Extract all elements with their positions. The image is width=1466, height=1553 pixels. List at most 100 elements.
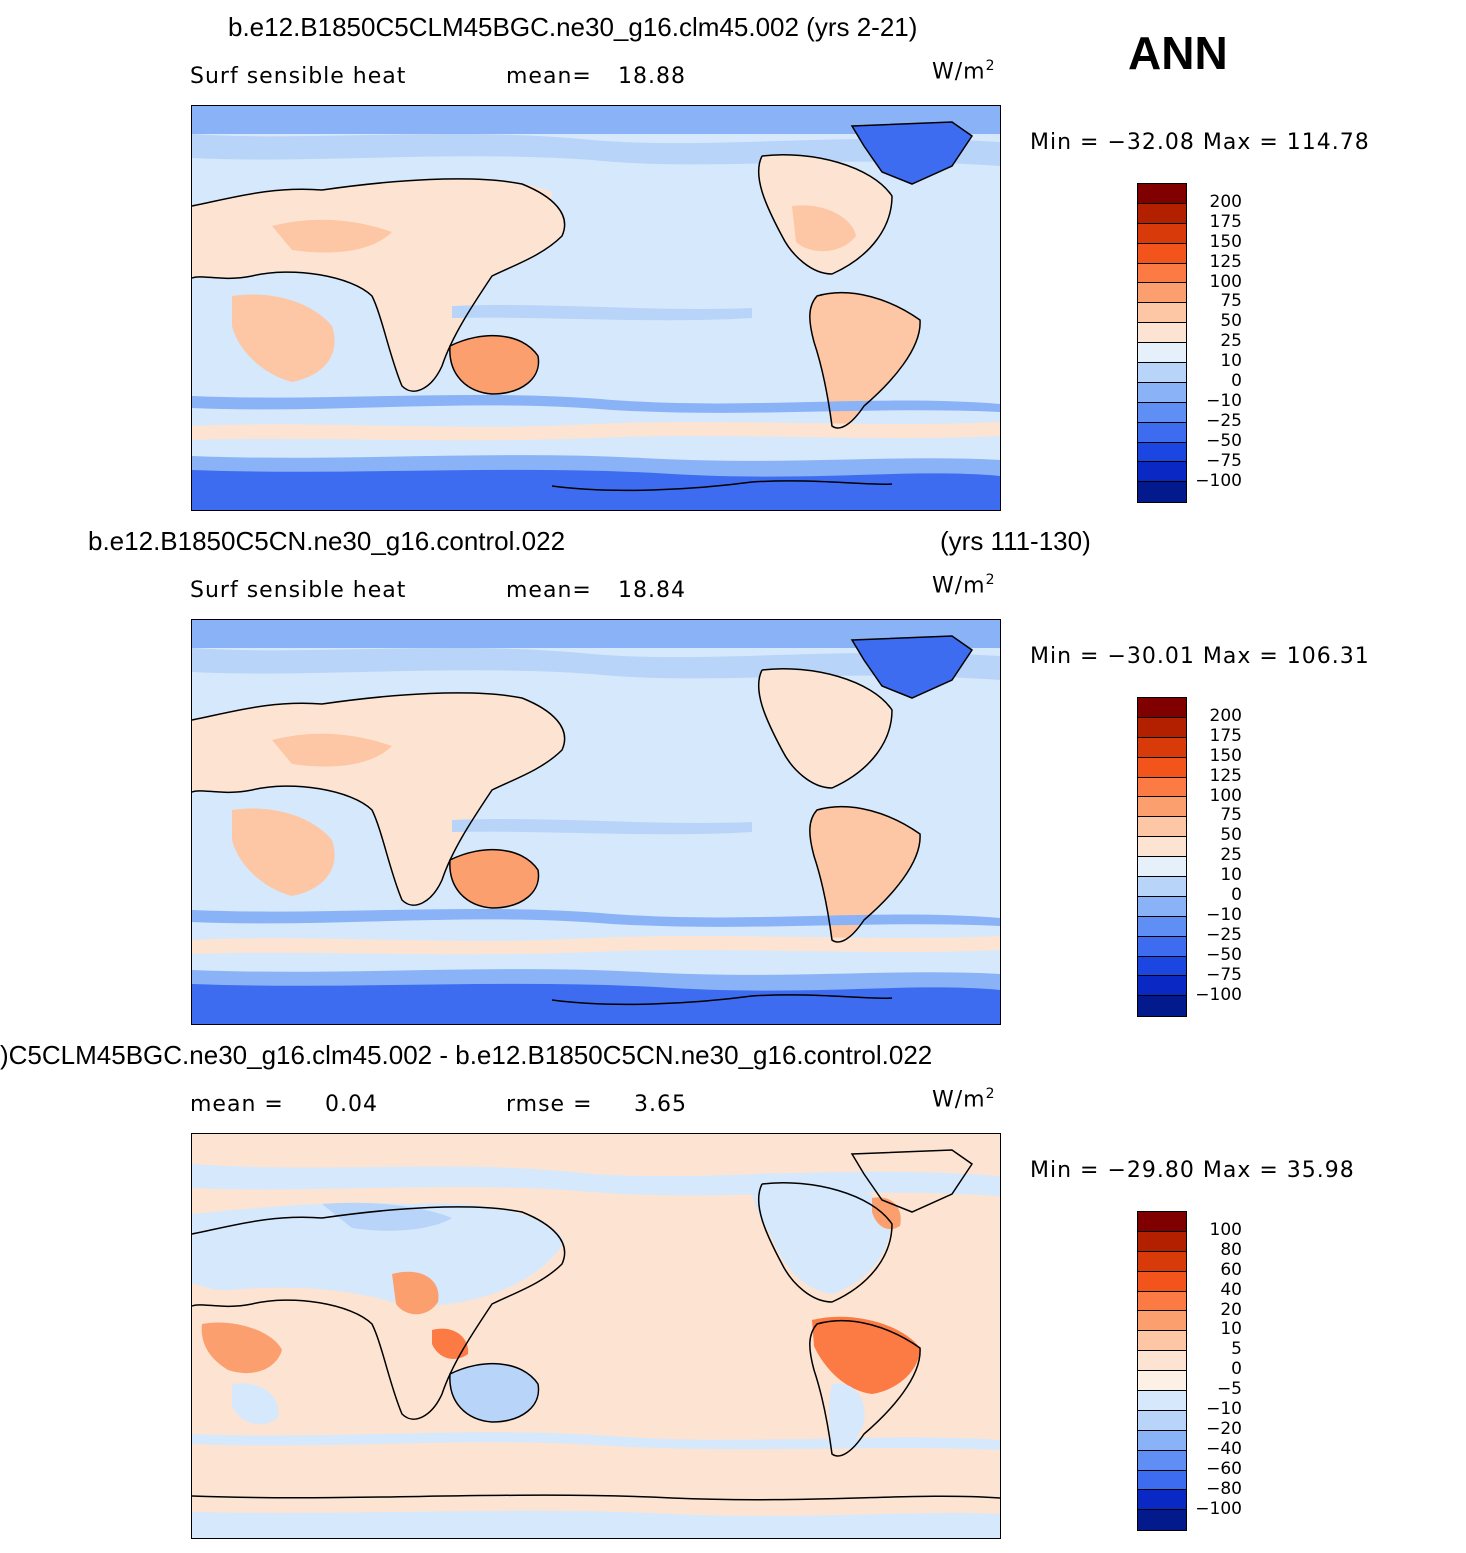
colorbar-swatch [1138, 996, 1186, 1017]
colorbar-level-label: −40 [1206, 1438, 1242, 1459]
colorbar-level-label: −60 [1206, 1458, 1242, 1479]
colorbar-level-label: −75 [1206, 450, 1242, 471]
panel-1-colorbar [1137, 183, 1187, 504]
colorbar-swatch [1138, 777, 1186, 798]
colorbar-level-label: −100 [1195, 1498, 1242, 1519]
panel-2-minmax: Min = −30.01 Max = 106.31 [1030, 644, 1370, 669]
colorbar-swatch [1138, 363, 1186, 383]
colorbar-level-label: −100 [1195, 984, 1242, 1005]
panel-3-map [191, 1133, 1001, 1539]
colorbar-level-label: −75 [1206, 964, 1242, 985]
colorbar-swatch [1138, 1231, 1186, 1252]
colorbar-level-label: 150 [1209, 231, 1242, 252]
colorbar-level-label: −25 [1206, 410, 1242, 431]
colorbar-level-label: 100 [1209, 271, 1242, 292]
colorbar-swatch [1138, 936, 1186, 957]
colorbar-swatch [1138, 203, 1186, 224]
panel-3-mean-value: 0.04 [325, 1092, 378, 1117]
colorbar-swatch [1138, 717, 1186, 738]
colorbar-swatch [1138, 1430, 1186, 1451]
colorbar-level-label: −10 [1206, 390, 1242, 411]
colorbar-swatch [1138, 482, 1186, 503]
colorbar-swatch [1138, 956, 1186, 977]
colorbar-level-label: −10 [1206, 1399, 1242, 1419]
colorbar-swatch [1138, 1490, 1186, 1511]
panel-2-title: b.e12.B1850C5CN.ne30_g16.control.022 [88, 526, 566, 556]
colorbar-level-label: 0 [1231, 1359, 1242, 1380]
colorbar-level-label: 50 [1220, 825, 1242, 846]
colorbar-swatch [1138, 184, 1186, 204]
panel-1-mean-label: mean= [506, 64, 592, 89]
panel-3-rmse-label: rmse = [506, 1092, 593, 1117]
colorbar-swatch [1138, 382, 1186, 403]
colorbar-level-label: −10 [1206, 904, 1242, 925]
panel-3-mean-label: mean = [190, 1092, 284, 1117]
panel-2-units: W/m2 [932, 572, 996, 599]
colorbar-swatch [1138, 283, 1186, 304]
colorbar-swatch [1138, 343, 1186, 364]
colorbar-swatch [1138, 1450, 1186, 1471]
colorbar-level-label: 20 [1220, 1299, 1242, 1320]
panel-2-years: (yrs 111-130) [940, 526, 1091, 556]
panel-1-mean-value: 18.88 [618, 64, 686, 89]
panel-1-title: b.e12.B1850C5CLM45BGC.ne30_g16.clm45.002… [228, 12, 918, 42]
colorbar-swatch [1138, 1331, 1186, 1352]
colorbar-level-label: 75 [1220, 805, 1242, 826]
colorbar-level-label: 0 [1231, 371, 1242, 391]
colorbar-level-label: 0 [1231, 885, 1242, 905]
colorbar-level-label: −80 [1206, 1478, 1242, 1499]
colorbar-swatch [1138, 223, 1186, 244]
colorbar-level-label: −25 [1206, 924, 1242, 945]
colorbar-swatch [1138, 303, 1186, 324]
colorbar-swatch [1138, 916, 1186, 937]
colorbar-swatch [1138, 737, 1186, 758]
colorbar-level-label: 80 [1220, 1239, 1242, 1260]
colorbar-swatch [1138, 896, 1186, 917]
panel-3-units: W/m2 [932, 1086, 996, 1113]
colorbar-level-label: 200 [1209, 705, 1242, 726]
colorbar-level-label: 25 [1220, 845, 1242, 866]
colorbar-level-label: 100 [1209, 1219, 1242, 1240]
colorbar-level-label: −100 [1195, 470, 1242, 491]
colorbar-swatch [1138, 323, 1186, 344]
colorbar-level-label: 150 [1209, 745, 1242, 766]
colorbar-level-label: 100 [1209, 785, 1242, 806]
colorbar-swatch [1138, 1510, 1186, 1531]
colorbar-swatch [1138, 837, 1186, 858]
colorbar-level-label: 175 [1209, 211, 1242, 232]
colorbar-level-label: 40 [1220, 1279, 1242, 1300]
colorbar-level-label: 25 [1220, 331, 1242, 352]
colorbar-swatch [1138, 857, 1186, 878]
colorbar-swatch [1138, 1212, 1186, 1232]
colorbar-swatch [1138, 797, 1186, 818]
colorbar-level-label: −50 [1206, 430, 1242, 451]
colorbar-swatch [1138, 1251, 1186, 1272]
colorbar-level-label: 50 [1220, 311, 1242, 332]
colorbar-swatch [1138, 817, 1186, 838]
colorbar-level-label: 10 [1220, 1319, 1242, 1340]
season-label: ANN [1128, 27, 1228, 79]
colorbar-level-label: 75 [1220, 291, 1242, 312]
panel-3-title: )C5CLM45BGC.ne30_g16.clm45.002 - b.e12.B… [0, 1040, 933, 1070]
colorbar-swatch [1138, 1311, 1186, 1332]
panel-1-map [191, 105, 1001, 511]
panel-3-minmax: Min = −29.80 Max = 35.98 [1030, 1158, 1355, 1183]
colorbar-swatch [1138, 1371, 1186, 1392]
panel-3-rmse-value: 3.65 [634, 1092, 687, 1117]
colorbar-swatch [1138, 1291, 1186, 1312]
colorbar-swatch [1138, 1351, 1186, 1372]
panel-1-field-name: Surf sensible heat [190, 64, 407, 89]
colorbar-level-label: −50 [1206, 944, 1242, 965]
panel-2-mean-value: 18.84 [618, 578, 686, 603]
panel-2-map [191, 619, 1001, 1025]
colorbar-level-label: 5 [1231, 1339, 1242, 1360]
colorbar-swatch [1138, 698, 1186, 718]
panel-2-field-name: Surf sensible heat [190, 578, 407, 603]
colorbar-swatch [1138, 402, 1186, 423]
colorbar-level-label: 175 [1209, 725, 1242, 746]
colorbar-level-label: 10 [1220, 865, 1242, 886]
colorbar-swatch [1138, 1410, 1186, 1431]
colorbar-swatch [1138, 442, 1186, 463]
colorbar-level-label: 125 [1209, 251, 1242, 272]
colorbar-swatch [1138, 243, 1186, 264]
